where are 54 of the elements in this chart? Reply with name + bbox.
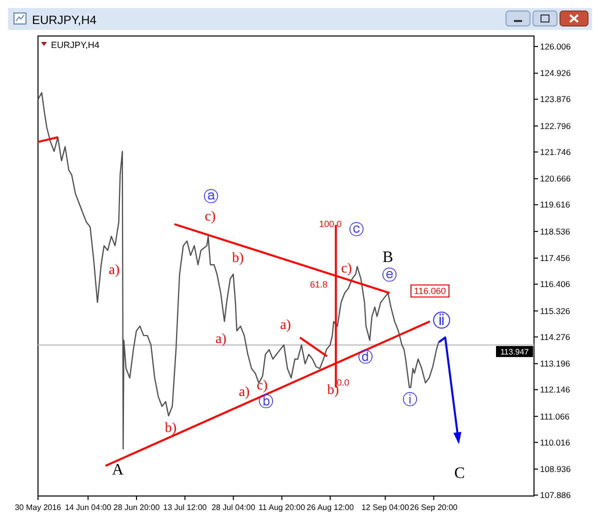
annotation: c) bbox=[204, 209, 216, 224]
annotation: b) bbox=[164, 420, 177, 436]
ref-line-label: 113.947 bbox=[500, 348, 530, 357]
y-tick-label: 112.146 bbox=[540, 384, 570, 395]
y-tick-label: 107.886 bbox=[540, 490, 571, 500]
annotation: 0.0 bbox=[336, 378, 350, 388]
annotation: ⅱ bbox=[438, 311, 446, 330]
annotation: a) bbox=[216, 332, 227, 348]
x-tick-label: 14 Jun 04:00 bbox=[64, 503, 112, 512]
y-tick-label: 117.456 bbox=[540, 253, 570, 264]
y-tick-label: 122.796 bbox=[540, 120, 571, 131]
y-tick-label: 113.196 bbox=[540, 358, 570, 369]
annotation: a) bbox=[108, 263, 120, 278]
y-tick-label: 111.066 bbox=[540, 411, 570, 422]
annotation: 116.060 bbox=[414, 286, 446, 296]
annotation: B bbox=[382, 248, 394, 266]
annotation: 61.8 bbox=[310, 279, 328, 290]
y-tick-label: 123.876 bbox=[540, 94, 571, 104]
y-tick-label: 119.616 bbox=[540, 200, 570, 210]
y-tick-label: 116.406 bbox=[540, 279, 570, 290]
y-tick-label: 115.326 bbox=[540, 306, 570, 316]
x-tick-label: 12 Sep 04:00 bbox=[361, 503, 410, 512]
y-tick-label: 124.926 bbox=[540, 68, 571, 78]
annotation: ⓓ bbox=[358, 348, 373, 366]
chart-title: EURJPY,H4 bbox=[32, 13, 97, 27]
x-tick-label: 26 Aug 12:00 bbox=[306, 503, 354, 512]
annotation: A bbox=[112, 461, 124, 478]
x-tick-label: 28 Jun 20:00 bbox=[113, 503, 160, 512]
text: EURJPY,H4 bbox=[51, 40, 100, 50]
y-tick-label: 120.666 bbox=[540, 174, 571, 184]
annotation: c) bbox=[341, 261, 352, 276]
annotation: C bbox=[454, 465, 465, 482]
x-tick-label: 26 Sep 20:00 bbox=[410, 503, 458, 512]
annotation: ⓔ bbox=[382, 266, 398, 284]
x-tick-label: 11 Aug 20:00 bbox=[258, 503, 306, 512]
annotation: ⓑ bbox=[258, 392, 274, 410]
y-tick-label: 114.276 bbox=[540, 332, 570, 342]
x-tick-label: 28 Jul 04:00 bbox=[212, 503, 256, 512]
x-tick-label: 13 Jul 12:00 bbox=[163, 503, 208, 512]
annotation: ⓐ bbox=[204, 187, 219, 206]
annotation: b) bbox=[232, 250, 244, 266]
y-tick-label: 121.746 bbox=[540, 146, 571, 157]
x-tick-label: 30 May 2016 bbox=[14, 503, 62, 512]
annotation: ⓒ bbox=[348, 220, 364, 238]
annotation: ⓘ bbox=[402, 390, 418, 408]
annotation: a) bbox=[280, 318, 292, 333]
annotation: a) bbox=[238, 384, 250, 400]
y-tick-label: 118.536 bbox=[540, 226, 570, 236]
annotation: 100.0 bbox=[319, 218, 342, 229]
annotation: b) bbox=[327, 383, 340, 398]
y-tick-label: 126.006 bbox=[540, 41, 571, 52]
y-tick-label: 108.936 bbox=[540, 464, 571, 474]
annotation: c) bbox=[256, 378, 268, 394]
y-tick-label: 110.016 bbox=[540, 437, 570, 448]
